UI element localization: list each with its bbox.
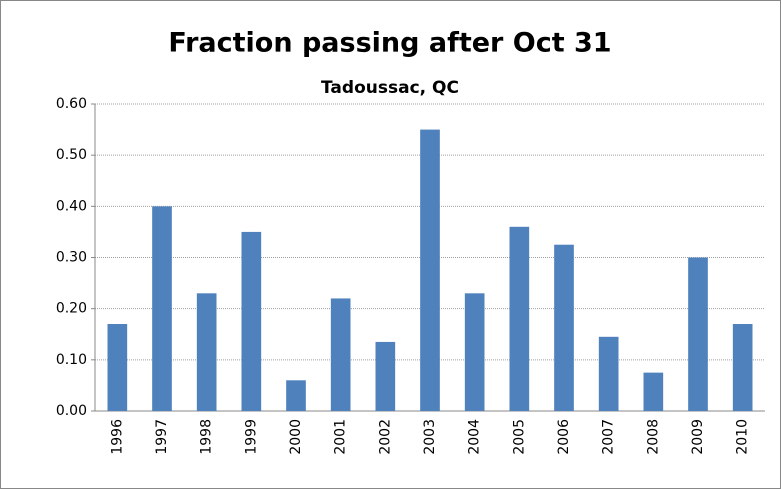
x-tick-label: 2006 <box>556 419 572 455</box>
bar <box>643 372 664 411</box>
bar <box>509 226 530 411</box>
x-tick-label: 2010 <box>735 419 751 455</box>
bar <box>464 293 485 411</box>
x-tick-label: 2004 <box>467 419 483 455</box>
x-tick-label: 2009 <box>690 419 706 455</box>
bar <box>196 293 217 411</box>
x-tick-label: 1998 <box>199 419 215 455</box>
x-tick-label: 2005 <box>511 419 527 455</box>
x-tick-label: 2002 <box>377 419 393 455</box>
bar <box>152 206 172 411</box>
x-tick-label: 1997 <box>154 419 170 455</box>
x-tick-label: 1999 <box>243 419 259 455</box>
x-tick-label: 2008 <box>645 419 661 455</box>
bar <box>241 231 262 411</box>
y-tick-label: 0.20 <box>56 301 87 317</box>
y-tick-label: 0.10 <box>56 352 87 368</box>
y-tick-label: 0.60 <box>56 96 87 112</box>
x-tick-label: 2003 <box>422 419 438 455</box>
y-tick-label: 0.30 <box>56 250 87 266</box>
bar <box>688 257 708 411</box>
bar <box>107 324 128 411</box>
bar <box>554 244 574 411</box>
x-tick-label: 2001 <box>333 419 349 455</box>
x-tick-label: 2007 <box>601 419 617 455</box>
y-tick-label: 0.40 <box>56 198 87 214</box>
x-tick-label: 2000 <box>288 419 304 455</box>
y-tick-label: 0.00 <box>56 403 87 419</box>
chart-title: Fraction passing after Oct 31 <box>168 28 611 59</box>
chart-subtitle: Tadoussac, QC <box>321 78 459 98</box>
bar <box>420 129 440 412</box>
x-tick-label: 1996 <box>109 419 125 455</box>
bar <box>732 324 753 411</box>
bar <box>375 341 396 411</box>
bar <box>330 298 351 411</box>
bar <box>598 336 619 411</box>
y-tick-label: 0.50 <box>56 147 87 163</box>
bar <box>286 380 306 411</box>
